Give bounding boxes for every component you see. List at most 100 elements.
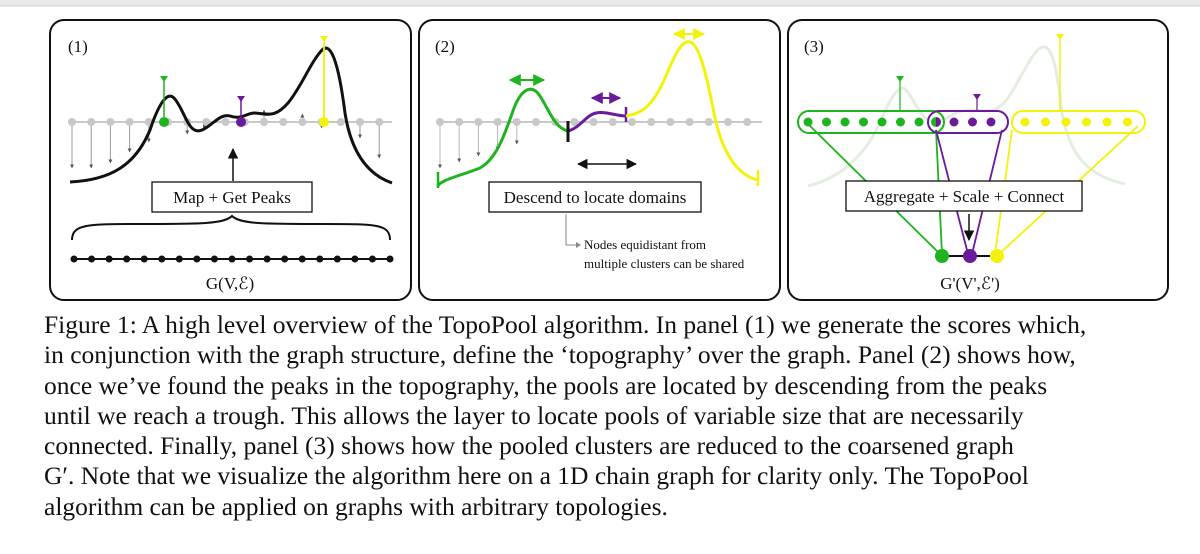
chain-node <box>193 255 201 263</box>
cluster-capsule-yellow <box>1011 110 1146 134</box>
panel-1-label-box <box>151 181 313 213</box>
row-node <box>493 118 502 126</box>
note-pointer <box>565 214 576 246</box>
chain-node <box>386 255 394 263</box>
panel-2-note-line2: multiple clusters can be shared <box>584 256 745 271</box>
row-node <box>356 118 364 126</box>
row-node <box>570 118 579 126</box>
peak-node-purple <box>236 117 246 127</box>
cluster-capsule-purple <box>927 110 1009 134</box>
cluster-node <box>840 117 850 127</box>
peak-arrowhead-purple <box>237 96 245 102</box>
panel-3-cluster-nodes <box>803 117 1132 127</box>
purple-domain-curve <box>567 111 627 133</box>
cluster-node <box>1082 117 1091 127</box>
shared-node-left-half <box>931 117 936 127</box>
chain-node <box>333 255 341 263</box>
chain-node <box>158 255 166 263</box>
p3-peak-head-yellow <box>1056 34 1064 40</box>
row-node <box>743 118 752 126</box>
cluster-node <box>1061 117 1071 127</box>
chain-node <box>88 255 96 263</box>
row-node <box>532 118 540 126</box>
row-node <box>375 118 384 126</box>
chain-node <box>105 255 113 263</box>
cluster-node <box>968 117 977 127</box>
row-node <box>87 118 96 126</box>
chain-node <box>298 255 306 263</box>
yellow-domain-curve <box>625 40 759 182</box>
chain-node <box>281 255 289 263</box>
figure-1: (1) Map + Get Peaks G(V,ℰ) (2) <box>49 19 1169 301</box>
peak-node-yellow <box>319 117 329 127</box>
caption-line-1: Figure 1: A high level overview of the T… <box>44 310 1087 339</box>
row-node <box>260 118 268 126</box>
panel-2-note-line1: Nodes equidistant from <box>584 237 706 252</box>
caption-line-5: connected. Finally, panel (3) shows how … <box>44 431 1014 461</box>
row-node <box>474 118 483 126</box>
panel-2-node-row <box>436 118 762 169</box>
row-node <box>608 118 617 126</box>
row-node <box>685 118 694 126</box>
chain-node <box>210 255 218 263</box>
row-node <box>628 118 636 126</box>
panel-1-label: Map + Get Peaks <box>173 188 291 207</box>
row-node <box>589 118 598 126</box>
figure-caption: Figure 1: A high level overview of the T… <box>44 310 1172 522</box>
cluster-node <box>914 117 924 127</box>
panel-3: (3) Aggregate + Scale + Connect G'(V',ℰ <box>787 19 1169 301</box>
row-node <box>512 118 521 126</box>
cluster-node <box>896 117 905 127</box>
panel-3-frame <box>787 19 1169 301</box>
shared-node-right-half <box>936 117 941 127</box>
panel-1-number: (1) <box>68 37 88 56</box>
panel-3-number: (3) <box>804 37 824 56</box>
row-node <box>202 118 211 126</box>
panel-2-label: Descend to locate domains <box>504 188 687 207</box>
panel-1-graph-label: G(V,ℰ) <box>206 274 254 293</box>
green-domain-curve <box>436 87 569 187</box>
row-node <box>298 118 307 126</box>
panel-3-graph-label: G'(V',ℰ') <box>940 274 1000 293</box>
chain-node <box>351 255 359 263</box>
cluster-capsule-green <box>797 110 945 134</box>
cluster-node <box>1102 117 1112 127</box>
caption-line-7: algorithm can be applied on graphs with … <box>44 491 668 521</box>
cluster-node <box>1041 117 1050 127</box>
peak-arrowhead-green <box>160 76 168 82</box>
panel-1-brace <box>71 214 391 241</box>
row-node <box>336 118 345 126</box>
panel-1-chain-graph <box>70 255 394 263</box>
row-node <box>724 118 732 126</box>
row-node <box>221 118 230 126</box>
coarse-node-green <box>935 249 949 263</box>
cluster-node <box>877 117 887 127</box>
chain-node <box>228 255 236 263</box>
coarse-node-yellow <box>990 249 1004 263</box>
cluster-node <box>822 117 831 127</box>
peak-node-green <box>159 117 169 127</box>
caption-line-6: G′. Note that we visualize the algorithm… <box>44 461 1029 491</box>
panel-1-frame <box>49 19 412 301</box>
top-edge-shadow <box>0 0 1200 7</box>
cluster-node <box>803 117 813 127</box>
row-node <box>106 118 115 126</box>
row-node <box>455 118 464 126</box>
coarse-node-purple <box>963 249 977 263</box>
panel-3-label: Aggregate + Scale + Connect <box>864 187 1065 206</box>
row-node <box>647 118 656 126</box>
chain-node <box>246 255 254 263</box>
peak-arrowhead-yellow <box>320 36 328 42</box>
p3-peak-head-purple <box>973 94 981 100</box>
chain-node <box>316 255 324 263</box>
chain-node <box>263 255 271 263</box>
chain-node <box>123 255 131 263</box>
row-node <box>704 118 713 126</box>
chain-node <box>140 255 148 263</box>
row-node <box>279 118 288 126</box>
panel-1-score-curve <box>69 46 393 185</box>
caption-line-2: in conjunction with the graph structure,… <box>44 340 1076 370</box>
panel-1: (1) Map + Get Peaks G(V,ℰ) <box>49 19 412 301</box>
row-node <box>436 118 444 126</box>
row-node <box>666 118 675 126</box>
